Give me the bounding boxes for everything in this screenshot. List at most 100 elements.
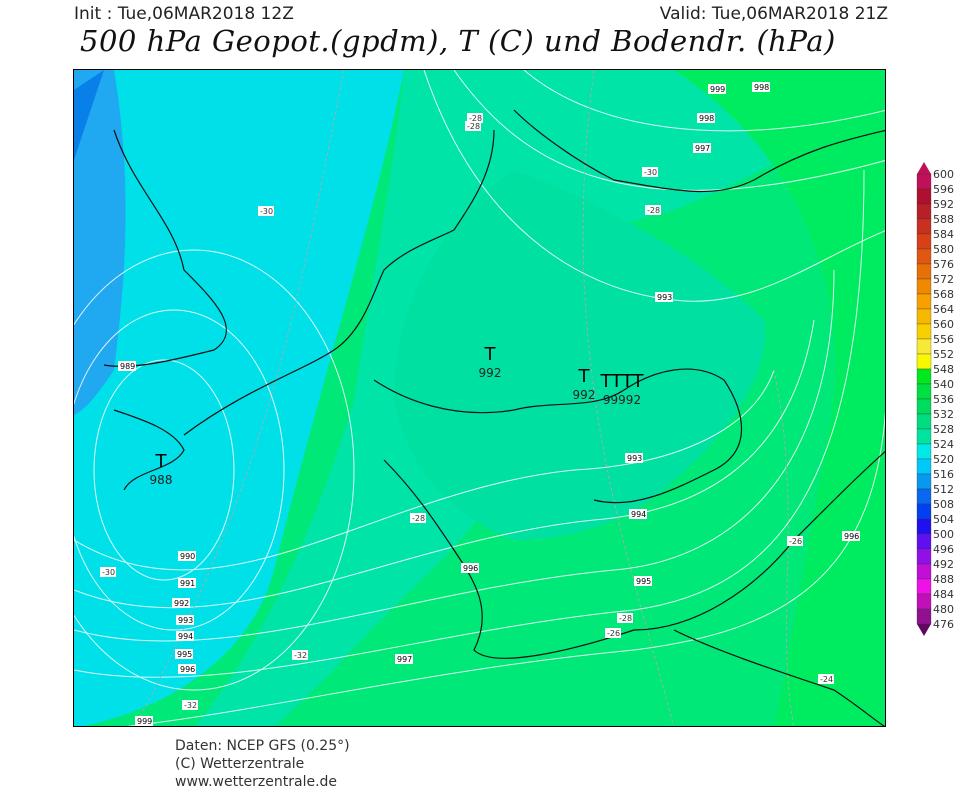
temperature-label: -30 [644,168,657,177]
legend-swatch [916,413,932,430]
temperature-label: -30 [260,207,273,216]
temp-label-bg [787,536,803,546]
isobar-label: 996 [463,564,478,573]
legend-label: 504 [933,513,954,526]
isobar-label-bg [634,576,652,586]
isobar-label: 991 [180,579,195,588]
legend-swatch [916,323,932,340]
legend-label: 556 [933,333,954,346]
low-marker: T [484,344,497,365]
temperature-label: -28 [647,206,660,215]
temperature-label: -28 [469,114,482,123]
temperature-label: -26 [607,629,620,638]
legend-label: 584 [933,228,954,241]
init-time: Init : Tue,06MAR2018 12Z [74,4,294,24]
isobar-label-bg [697,113,715,123]
low-pressure-value: 992 [479,366,502,380]
legend-label: 512 [933,483,954,496]
legend-swatch [916,383,932,400]
isobar-label-bg [752,82,770,92]
legend-label: 528 [933,423,954,436]
legend-label: 600 [933,168,954,181]
legend-swatch [916,548,932,565]
legend-swatch [916,263,932,280]
temp-label-bg [645,205,661,215]
legend-label: 564 [933,303,954,316]
isobar-label-bg [708,84,726,94]
legend-label: 488 [933,573,954,586]
isotherms [134,70,795,726]
isobar-label-bg [176,631,194,641]
isobar-label-bg [178,578,196,588]
isobar-label: 993 [178,616,193,625]
legend-swatch [916,443,932,460]
temp-label-bg [818,674,834,684]
isobar-label-bg [693,143,711,153]
isobar-label: 997 [397,655,412,664]
footer-url: www.wetterzentrale.de [175,774,338,790]
legend-label: 568 [933,288,954,301]
legend-swatch [916,248,932,265]
legend-swatch [916,488,932,505]
isobar-label: 999 [710,85,725,94]
legend-swatch [916,308,932,325]
isobar-label-bg [135,716,153,726]
temp-label-bg [100,567,116,577]
isobar-label: 995 [636,577,651,586]
valid-time: Valid: Tue,06MAR2018 21Z [659,4,888,24]
temp-label-bg [292,650,308,660]
isobar-label: 990 [180,552,195,561]
legend-label: 480 [933,603,954,616]
isobar-label-bg [172,598,190,608]
legend-label: 484 [933,588,954,601]
isobar-label: 994 [631,510,646,519]
low-marker: TTTT [599,371,644,392]
low-marker: T [155,451,168,472]
legend-swatch [916,338,932,355]
isobar-label-bg [629,509,647,519]
legend-swatch [916,473,932,490]
footer-copyright: (C) Wetterzentrale [175,756,305,772]
temp-label-bg [467,113,483,123]
isobar-label: 998 [754,83,769,92]
isobar-label-bg [178,664,196,674]
isobar-label: 994 [178,632,193,641]
legend-swatch [916,563,932,580]
legend-swatch [916,353,932,370]
colorbar-legend: 600 596 592 588 584 580 576 572 568 564 560 556 552 5… [914,160,960,640]
legend-swatch [916,578,932,595]
field-540 [674,70,885,726]
temp-label-bg [258,206,274,216]
temperature-label: -24 [820,675,833,684]
map-title: 500 hPa Geopot.(gpdm), T (C) und Bodendr… [80,24,836,58]
legend-label: 520 [933,453,954,466]
legend-swatch [916,173,932,190]
legend-swatch [916,503,932,520]
low-marker: T [578,366,591,387]
legend-label: 580 [933,243,954,256]
legend-label: 516 [933,468,954,481]
isobar-label-bg [655,292,673,302]
coastlines [103,109,885,726]
temperature-label: -28 [467,122,480,131]
legend-swatch [916,293,932,310]
temperature-label: -26 [789,537,802,546]
weather-map: T 988 T 992 T 992 TTTT 99992 999 998 997 993 993 994… [73,69,886,727]
temperature-label: -28 [619,614,632,623]
isobar-label-bg [175,649,193,659]
isobar-label-bg [176,615,194,625]
legend-label: 536 [933,393,954,406]
legend-swatch [916,233,932,250]
legend-swatch [916,518,932,535]
field-516 [74,70,104,160]
legend-label: 492 [933,558,954,571]
temp-label-bg [642,167,658,177]
legend-swatch [916,398,932,415]
temperature-label: -28 [412,514,425,523]
isobars [74,70,885,726]
field-520 [74,70,126,415]
legend-arrow-up [917,162,931,174]
legend-label: 532 [933,408,954,421]
field-524 [74,70,404,726]
temperature-label: -32 [184,701,197,710]
